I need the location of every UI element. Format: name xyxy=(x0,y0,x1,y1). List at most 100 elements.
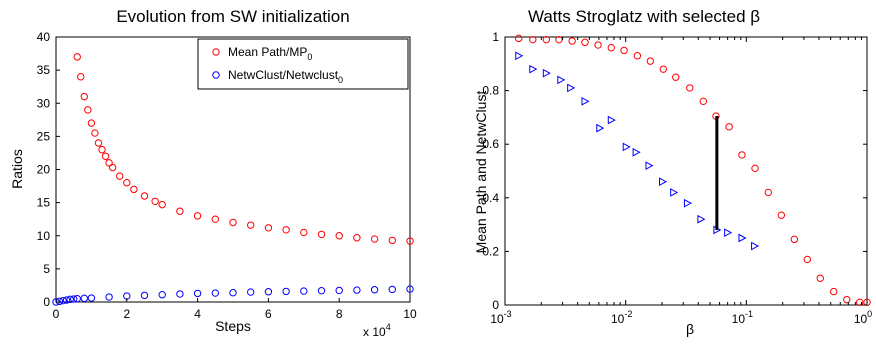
chart1-series1-point xyxy=(158,291,166,299)
chart2-plot-area xyxy=(504,36,868,306)
chart2-series1-point xyxy=(738,233,747,243)
chart1-y-tick-label: 30 xyxy=(37,96,51,110)
chart1-series1-point xyxy=(105,293,113,301)
chart1-y-tick-label: 10 xyxy=(37,229,51,243)
chart1-x-tick-label: 6 xyxy=(265,307,272,321)
chart1-series0-point xyxy=(80,92,89,101)
chart2-series0-point xyxy=(699,97,708,106)
chart1-series1-point xyxy=(388,285,396,294)
chart2-series0-point xyxy=(607,44,615,52)
chart1-series1-point xyxy=(80,294,89,303)
chart1-series0-point xyxy=(370,235,379,243)
chart1-series1-point xyxy=(140,291,149,300)
chart1-series1-point xyxy=(264,288,273,296)
chart1-series1-point xyxy=(335,286,343,295)
chart2-series0-point xyxy=(751,164,759,173)
chart1-legend: Mean Path/MP0 NetwClust/Netwclust0 xyxy=(197,38,409,90)
chart2-series0-point xyxy=(672,73,680,81)
chart1-series1-point xyxy=(87,294,96,302)
chart2-x-tick-label: 100 xyxy=(854,309,872,326)
chart1-series1-point xyxy=(370,286,379,294)
chart2-series0-point xyxy=(542,35,551,44)
chart1-y-tick-label: 25 xyxy=(37,129,51,143)
chart1-series0-point xyxy=(300,228,308,237)
chart2-y-ticks: 0 0.2 0.4 0.6 0.8 1 xyxy=(482,30,867,312)
chart1-series0-point xyxy=(335,232,343,240)
chart1-y-ticks: 0 5 10 15 20 25 30 35 40 xyxy=(37,30,60,309)
chart1-y-tick-label: 20 xyxy=(37,163,51,177)
chart1-series1-point xyxy=(317,287,326,295)
chart1-x-tick-label: 8 xyxy=(336,307,343,321)
chart2-series0-point xyxy=(581,38,589,47)
chart2-series0-point xyxy=(568,37,576,45)
chart2-series0-point xyxy=(738,151,746,159)
legend-netwclust-marker xyxy=(212,71,220,79)
chart1-series0-point xyxy=(151,197,159,206)
chart1-series0-point xyxy=(91,129,99,137)
chart2-series1-point xyxy=(607,115,616,125)
chart1-series0-point xyxy=(229,218,237,227)
chart2-y-tick-label: 0.8 xyxy=(482,84,499,98)
chart1-y-tick-label: 5 xyxy=(43,262,50,276)
chart1-series0-point xyxy=(406,237,414,245)
chart2-series0-point xyxy=(764,188,772,197)
chart2-series1-point xyxy=(581,96,590,106)
chart1-series0-point xyxy=(193,212,202,220)
chart1-series0-point xyxy=(84,106,92,114)
chart2-series0-point xyxy=(659,65,667,73)
chart2-series1-point xyxy=(557,75,566,85)
chart2-x-tick-label: 10-3 xyxy=(490,309,511,326)
chart2-series1-point xyxy=(542,68,551,78)
legend-netwclust-label: NetwClust/Netwclust0 xyxy=(228,68,343,85)
chart2-series0-point xyxy=(830,287,838,296)
chart2-series0-point xyxy=(843,295,851,304)
evolution-chart: Evolution from SW initialization 0 2 4 6 8 10… xyxy=(9,7,417,339)
chart2-series0-point xyxy=(816,274,824,282)
chart1-series0-point xyxy=(388,236,396,245)
watts-strogatz-chart: Watts Stroglatz with selected β 10-3 10-2… xyxy=(473,7,872,337)
legend-mean-path-label: Mean Path/MP0 xyxy=(228,45,312,62)
chart2-series0-point xyxy=(863,298,871,307)
chart1-x-multiplier: x 104 xyxy=(363,322,391,339)
chart1-series0-point xyxy=(101,152,110,160)
chart1-y-label: Ratios xyxy=(9,149,25,189)
chart2-series0-point xyxy=(594,41,602,49)
chart1-series0-point xyxy=(94,139,103,147)
chart1-series1-point xyxy=(73,294,81,303)
chart1-series0-point xyxy=(282,226,290,234)
chart1-series1-point xyxy=(300,287,308,295)
chart2-x-tick-label: 10-2 xyxy=(611,309,632,326)
chart1-series1-point xyxy=(211,289,220,297)
chart2-series1-point xyxy=(567,83,576,93)
legend-netwclust-sub: 0 xyxy=(338,75,343,85)
chart2-series1-point xyxy=(645,161,654,170)
chart1-series1-point xyxy=(193,289,202,298)
chart1-series1-point xyxy=(62,296,71,304)
chart2-series1-point xyxy=(529,64,538,74)
chart1-x-multiplier-base: x 10 xyxy=(363,325,386,339)
chart2-series0-point xyxy=(686,84,694,92)
chart1-y-tick-label: 15 xyxy=(37,196,51,210)
chart1-series0-point xyxy=(108,163,117,172)
chart1-series1-point xyxy=(282,287,290,296)
chart1-y-tick-label: 40 xyxy=(37,30,51,44)
chart2-series0-point xyxy=(856,298,864,307)
legend-netwclust-name: NetwClust/Netwclust xyxy=(228,68,339,82)
chart1-x-tick-label: 2 xyxy=(123,307,130,321)
chart2-x-label: β xyxy=(686,321,694,337)
chart2-series1-point xyxy=(596,123,605,133)
chart2-series0-point xyxy=(790,235,799,244)
chart2-series1-point xyxy=(751,241,760,251)
chart1-x-tick-label: 10 xyxy=(403,307,417,321)
chart1-y-tick-label: 35 xyxy=(37,63,51,77)
chart2-series1-point xyxy=(670,188,679,197)
chart1-series0-point xyxy=(140,192,149,200)
chart2-series0-point xyxy=(515,34,523,43)
chart1-series0-point xyxy=(158,200,166,209)
chart2-series0-point xyxy=(646,57,654,65)
chart1-series1-point xyxy=(66,295,74,304)
chart2-series1-point xyxy=(632,147,641,157)
chart2-series1-point xyxy=(724,228,733,237)
chart2-y-tick-label: 0.2 xyxy=(482,244,499,258)
chart1-series0-point xyxy=(317,230,326,239)
